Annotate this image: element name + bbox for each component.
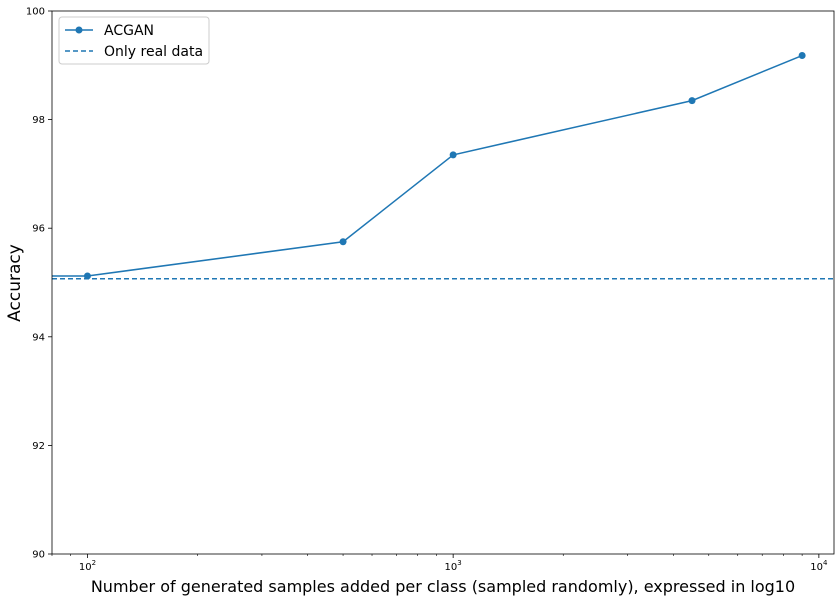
- legend-box: [58, 16, 210, 65]
- acgan-point: [339, 238, 347, 246]
- legend: ACGAN Only real data: [58, 16, 210, 65]
- y-tick-label: 94: [32, 332, 45, 343]
- acgan-point: [449, 151, 457, 159]
- acgan-point: [688, 97, 696, 105]
- plot-frame: [51, 10, 835, 555]
- y-tick-label: 96: [32, 224, 45, 235]
- y-axis-label: Accuracy: [5, 244, 25, 322]
- x-tick-label-base: 10: [810, 562, 823, 573]
- x-tick-label: 102: [79, 559, 96, 573]
- x-tick-label-exponent: 3: [457, 559, 461, 567]
- series-layer: [52, 52, 834, 280]
- y-tick-label: 98: [32, 115, 45, 126]
- x-axis-label: Number of generated samples added per cl…: [91, 577, 795, 596]
- x-tick-label-base: 10: [445, 562, 458, 573]
- acgan-line: [52, 54, 803, 277]
- x-tick-label: 104: [810, 559, 828, 573]
- x-tick-label: 103: [445, 559, 462, 573]
- acgan-point: [798, 52, 806, 60]
- acgan-point: [83, 272, 91, 280]
- y-tick-label: 92: [32, 441, 45, 452]
- x-tick-label-exponent: 4: [823, 559, 828, 567]
- legend-acgan-swatch-marker: [75, 26, 83, 34]
- y-tick-label: 100: [26, 7, 45, 18]
- x-tick-label-exponent: 2: [92, 559, 96, 567]
- x-tick-label-base: 10: [79, 562, 92, 573]
- y-tick-label: 90: [32, 550, 45, 561]
- legend-real-label: Only real data: [104, 44, 203, 60]
- legend-acgan-label: ACGAN: [104, 23, 154, 39]
